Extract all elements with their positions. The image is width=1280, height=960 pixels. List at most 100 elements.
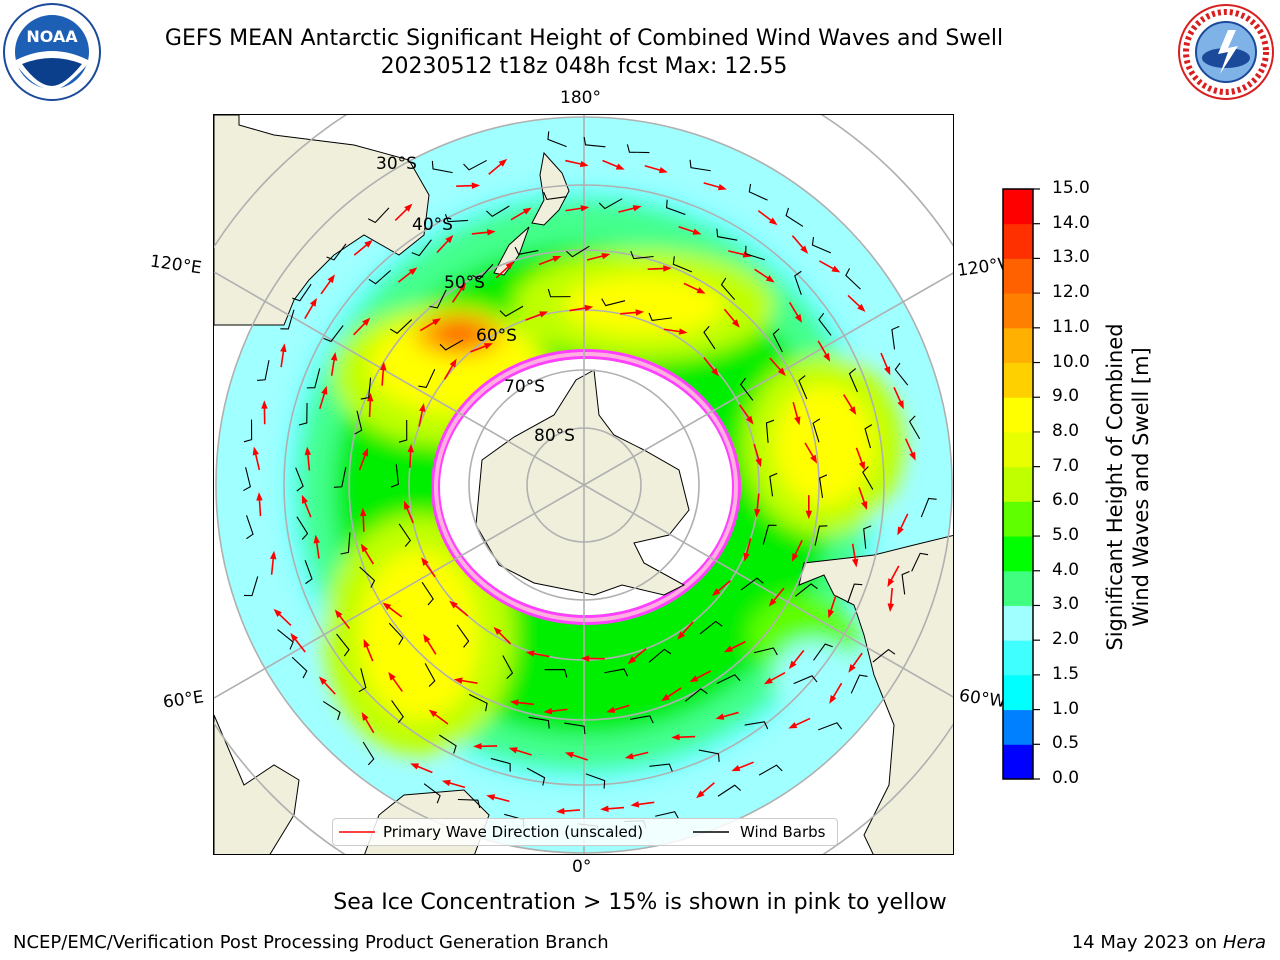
wave-arrow: [665, 687, 682, 699]
colorbar-tick-label: 14.0: [1052, 212, 1090, 233]
colorbar-tick-label: 0.0: [1052, 768, 1080, 788]
wind-barb: [765, 419, 775, 443]
wave-arrow: [683, 282, 701, 292]
wind-barb: [585, 773, 606, 789]
wind-barb: [811, 237, 832, 254]
wave-arrow-head: [768, 217, 778, 226]
wave-arrow-head: [380, 361, 387, 371]
wave-arrow: [606, 806, 625, 810]
wind-barb: [389, 319, 413, 334]
wind-barb: [367, 207, 390, 224]
wind-barb: [908, 415, 921, 440]
wave-arrow: [293, 637, 306, 653]
wave-arrow-head: [601, 252, 611, 260]
wave-arrow-head: [483, 343, 493, 350]
wave-arrow: [716, 580, 731, 593]
wind-barb: [689, 159, 711, 172]
wind-barb: [257, 360, 270, 381]
wind-barb: [795, 583, 818, 597]
colorbar-title-line1: Significant Height of Combined: [1103, 323, 1127, 651]
wave-arrow-head: [791, 552, 799, 562]
wave-arrow-head: [280, 343, 287, 353]
wave-arrow-head: [800, 245, 809, 254]
wave-arrow: [258, 498, 262, 517]
colorbar-tick-label: 1.0: [1052, 698, 1080, 719]
wave-arrow-head: [290, 633, 299, 642]
wave-arrow: [680, 621, 694, 636]
wave-arrow-head: [794, 416, 801, 426]
wind-barb: [486, 205, 510, 218]
wave-arrow-head: [362, 447, 369, 457]
wave-arrow: [804, 442, 815, 459]
wave-arrow: [330, 357, 336, 376]
wave-arrow-head: [696, 790, 705, 799]
wind-barb: [564, 722, 586, 735]
lat-label-70s: 70°S: [504, 377, 545, 397]
wave-arrow-head: [909, 451, 916, 461]
wind-barb: [390, 464, 399, 488]
wave-arrow-head: [823, 352, 831, 362]
wave-arrow: [531, 652, 550, 658]
wave-arrow: [453, 603, 469, 617]
wave-arrow: [729, 640, 746, 651]
colorbar-segment: [1003, 501, 1033, 537]
wave-arrow: [817, 340, 828, 357]
wave-arrow: [436, 238, 450, 254]
wind-barb: [819, 474, 828, 498]
wave-arrow: [602, 159, 620, 169]
wave-arrow: [358, 453, 367, 471]
wind-barb: [812, 418, 821, 443]
wave-arrow-head: [423, 633, 431, 643]
wind-barb: [901, 571, 910, 595]
wave-arrow-head: [848, 664, 856, 673]
wind-barb: [547, 288, 571, 298]
wave-arrow-head: [318, 676, 327, 685]
wave-arrow-head: [313, 534, 320, 544]
wave-arrow-head: [606, 706, 616, 713]
wind-barb: [295, 467, 304, 492]
wind-barb: [894, 362, 909, 386]
wave-arrow-head: [366, 392, 374, 402]
wave-arrow: [488, 162, 504, 175]
wind-barb: [359, 566, 376, 588]
wind-barb: [845, 268, 861, 290]
wind-barb: [648, 312, 673, 321]
wave-arrow-head: [743, 552, 750, 562]
wave-arrow: [636, 801, 655, 806]
wave-arrow: [843, 394, 854, 411]
wave-arrow: [791, 235, 805, 250]
wave-arrow: [515, 701, 534, 706]
wave-arrow-head: [432, 318, 441, 326]
colorbar-segment: [1003, 605, 1033, 641]
wave-arrow-head: [805, 510, 813, 520]
noaa-logo: NOAA: [3, 3, 101, 101]
wave-arrow: [703, 357, 716, 373]
wave-arrow: [320, 278, 333, 295]
wave-arrow-head: [361, 712, 369, 721]
wave-arrow: [419, 320, 437, 332]
wave-arrow: [851, 543, 857, 562]
colorbar-segment: [1003, 223, 1033, 259]
wave-arrow: [851, 652, 863, 669]
wave-arrow-head: [600, 805, 609, 812]
wind-barb: [720, 277, 736, 301]
lon-label-0: 0°: [572, 857, 592, 877]
wind-barb: [818, 722, 843, 731]
wave-arrow: [694, 670, 712, 681]
wave-arrow: [586, 254, 605, 261]
colorbar-segment: [1003, 362, 1033, 398]
wind-barb: [463, 159, 487, 171]
wind-barb: [847, 583, 863, 604]
wave-arrow: [847, 294, 862, 309]
wave-arrow-head: [421, 557, 429, 566]
wind-barb: [336, 633, 350, 657]
colorbar-tick-label: 12.0: [1052, 282, 1090, 303]
wave-arrow-head: [486, 794, 496, 801]
colorbar-tick-label: 3.0: [1052, 594, 1080, 615]
wind-barb: [333, 467, 347, 488]
wind-barb: [798, 375, 808, 400]
wave-arrow-head: [453, 677, 463, 684]
wave-arrow-head: [330, 352, 338, 361]
wind-barb: [528, 716, 550, 729]
wave-arrow: [538, 257, 557, 266]
